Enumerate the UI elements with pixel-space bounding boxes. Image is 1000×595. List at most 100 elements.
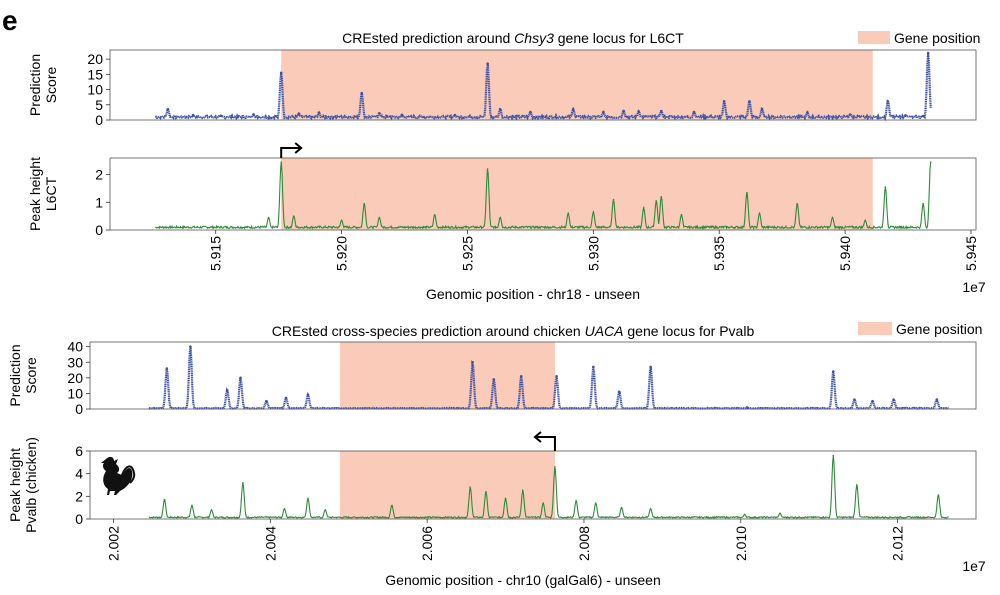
data-point [340,219,343,222]
legend-label: Gene position [894,30,980,46]
data-point [542,502,544,504]
data-point [391,504,393,507]
gene-region [281,50,873,120]
data-point [937,494,940,497]
data-point [856,484,858,486]
x-tick-label: 2.010 [733,526,749,561]
tss-arrow-head [533,431,542,443]
data-point [307,497,309,500]
plot-frame [89,341,977,410]
y-tick-label: 20 [67,370,83,386]
plot-frame [89,450,977,520]
data-point [189,345,192,348]
y-axis-label-line: Peak height [7,448,23,522]
track-2: 0 1 2 Peak heightL6CT 5.915 5.920 5.925 5.930 5.… [27,157,979,271]
y-axis-label-line: Prediction [27,54,43,116]
y-axis-label: PredictionScore [7,344,39,406]
y-tick-label: 10 [67,385,83,401]
x-tick-label: 5.935 [711,236,727,271]
data-point [292,215,295,217]
data-point [279,71,283,75]
data-point [554,466,556,468]
data-point [519,374,523,378]
y-axis-label-line: Prediction [7,344,23,406]
x-axis-label: Genomic position - chr10 (galGal6) - uns… [385,572,660,588]
data-point [191,504,193,507]
y-tick-label: 0 [75,511,83,527]
data-point [166,108,170,111]
data-point [485,491,487,493]
data-point [779,512,781,515]
data-point [935,398,939,401]
y-axis-label-line: Score [23,357,39,394]
data-point [555,374,558,378]
chart-title: CREsted cross-species prediction around … [272,323,755,339]
plot-frame [109,157,977,231]
data-point [504,497,507,500]
data-point [796,202,799,205]
y-axis-label-line: Score [43,67,59,104]
x-tick-label: 5.915 [208,236,224,271]
data-point [831,216,834,219]
data-point [267,216,270,219]
data-point [680,213,683,216]
tss-arrow [280,147,302,158]
data-point [926,51,930,55]
data-point [831,370,835,373]
data-point [929,161,932,163]
x-tick-label: 2.008 [576,526,592,561]
x-tick-label: 2.006 [419,526,435,561]
data-point [660,195,663,198]
data-point [522,489,524,492]
data-point [280,161,282,163]
chart-title-prefix: CREsted cross-species prediction around … [272,323,585,339]
x-tick-label: 5.930 [585,236,601,271]
data-point [324,509,327,511]
data-point [210,509,213,511]
y-tick-label: 10 [87,82,103,98]
gene-region [340,451,555,519]
data-point [922,202,924,205]
chart-title-suffix: gene locus for L6CT [554,30,684,46]
data-point [617,390,621,394]
data-point [400,113,404,117]
series-line-1 [155,53,932,122]
data-point [378,112,381,115]
y-axis-label-line: L6CT [43,176,59,211]
data-point [692,110,696,114]
y-tick-label: 5 [95,97,103,113]
tss-arrow [534,436,556,451]
data-point [594,502,597,504]
x-axis-label: Genomic position - chr18 - unseen [426,286,640,302]
plot-frame [109,49,977,121]
gene-region [281,158,873,230]
tss-arrow-head [294,142,303,154]
data-point [163,498,166,501]
data-point [486,168,489,170]
chart-title-suffix: gene locus for Pvalb [623,323,754,339]
data-point [363,202,366,205]
y-tick-label: 2 [95,167,103,183]
chart-title-prefix: CREsted prediction around [342,30,514,46]
chart-title-gene: UACA [585,323,624,339]
y-tick-label: 0 [95,112,103,128]
data-point [832,454,835,457]
data-point [529,110,532,114]
y-tick-label: 1 [95,194,103,210]
data-point [921,114,925,118]
x-tick-label: 2.002 [106,526,122,561]
data-point [567,212,569,215]
data-point [575,500,577,502]
data-point [637,110,640,113]
y-axis-label-line: Pvalb (chicken) [23,437,39,533]
data-point [433,213,436,216]
data-point [904,114,907,117]
chart-1: CREsted prediction around Chsy3 gene loc… [27,30,986,302]
chart-2: CREsted cross-species prediction around … [7,321,986,588]
y-tick-label: 30 [67,354,83,370]
data-point [297,112,301,115]
data-point [892,398,895,401]
data-point [884,186,887,188]
